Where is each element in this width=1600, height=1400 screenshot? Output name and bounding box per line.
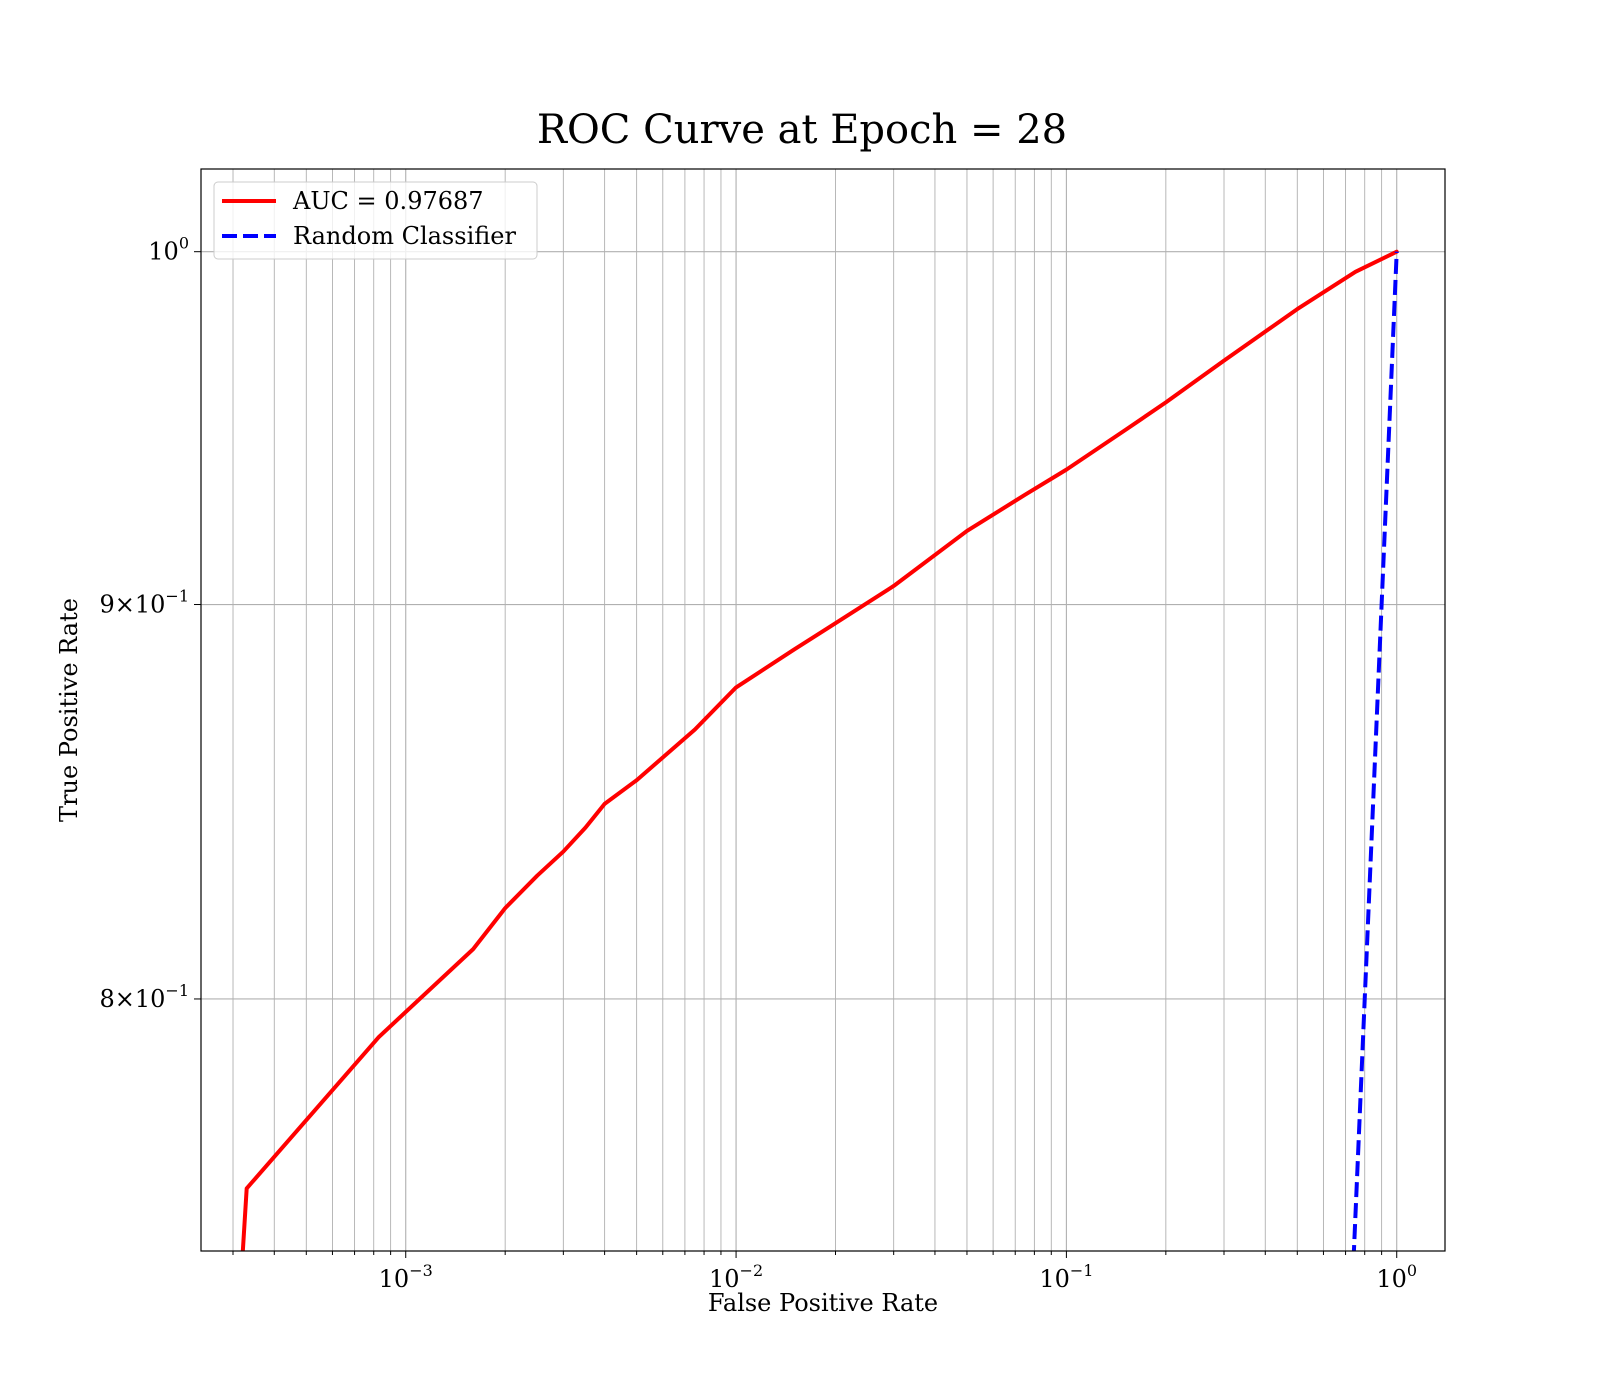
legend-box [213, 181, 538, 260]
chart-title: ROC Curve at Epoch = 28 [537, 107, 1067, 153]
x-tick-label: 100 [1376, 1261, 1417, 1293]
grid-lines [201, 169, 1445, 1251]
legend: AUC = 0.97687 Random Classifier [213, 181, 538, 260]
x-tick-label: 10−3 [379, 1261, 433, 1293]
axis-ticks: 10−3 10−2 10−1 100 100 9×10−1 8×10−1 [99, 234, 1417, 1293]
y-tick-label: 100 [148, 234, 189, 266]
y-tick-label: 8×10−1 [99, 981, 189, 1013]
series-lines [240, 249, 1399, 1251]
x-axis-label: False Positive Rate [708, 1289, 938, 1317]
legend-label-auc: AUC = 0.97687 [292, 187, 484, 215]
x-tick-label: 10−1 [1039, 1261, 1093, 1293]
y-tick-label: 9×10−1 [99, 587, 189, 619]
x-tick-label: 10−2 [709, 1261, 763, 1293]
roc-curve-line [240, 249, 1399, 1251]
plot-frame [200, 168, 1446, 1252]
y-axis-label: True Positive Rate [55, 598, 83, 822]
random-classifier-line [1351, 251, 1399, 1251]
legend-label-random: Random Classifier [293, 222, 516, 250]
